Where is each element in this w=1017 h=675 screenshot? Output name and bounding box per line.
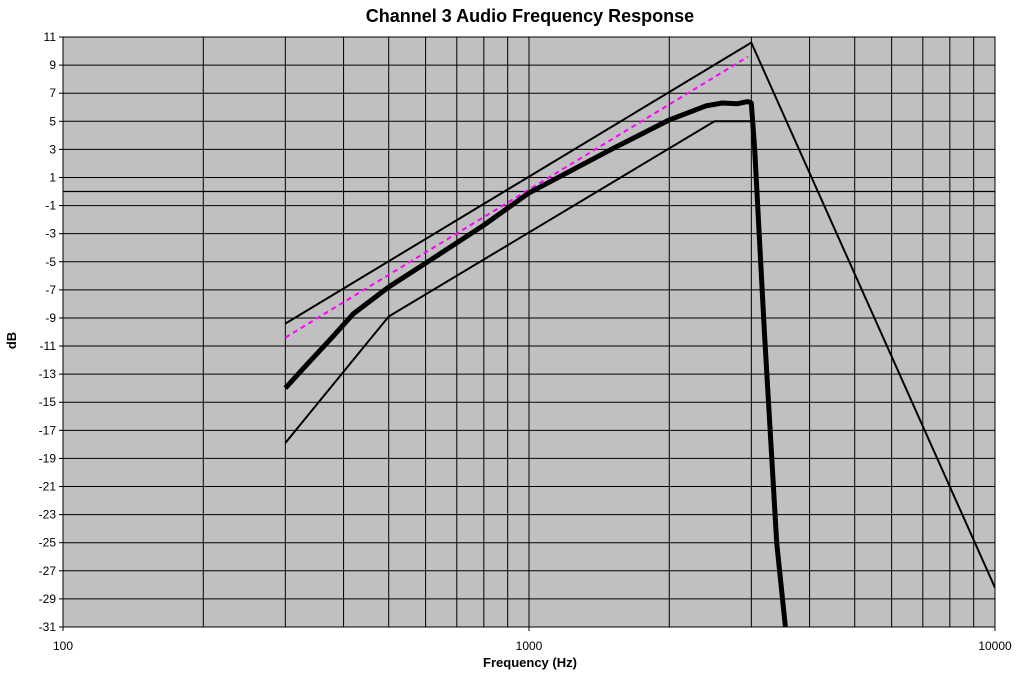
y-tick-label: -7 (45, 283, 56, 297)
y-tick-label: 5 (49, 114, 56, 128)
x-tick-label: 1000 (516, 639, 543, 653)
y-tick-label: -13 (39, 367, 57, 381)
y-tick-label: 9 (49, 58, 56, 72)
chart-title: Channel 3 Audio Frequency Response (365, 6, 695, 26)
x-tick-label: 100 (53, 639, 73, 653)
series-line-2 (284, 120, 752, 444)
y-tick-label: -25 (39, 536, 57, 550)
y-tick-label: 7 (49, 86, 56, 100)
y-tick-label: -5 (45, 255, 56, 269)
y-tick-label: -29 (39, 592, 57, 606)
series-line-4 (283, 99, 788, 627)
series-line-1 (284, 41, 995, 589)
y-tick-label: 3 (49, 142, 56, 156)
y-tick-label: -23 (39, 508, 57, 522)
y-tick-label: -21 (39, 480, 57, 494)
y-tick-label: -17 (39, 423, 57, 437)
series-line-3 (284, 55, 749, 339)
y-tick-label: -15 (39, 395, 57, 409)
y-tick-label: -1 (45, 199, 56, 213)
y-tick-label: 11 (44, 30, 57, 44)
y-tick-label: 1 (49, 170, 56, 184)
y-tick-label: -19 (39, 451, 57, 465)
y-tick-label: -31 (39, 620, 57, 634)
x-axis-label: Frequency (Hz) (483, 655, 577, 670)
y-tick-label: -11 (40, 339, 57, 353)
y-tick-label: -3 (45, 227, 56, 241)
plot-border (62, 36, 996, 628)
x-tick-label: 10000 (978, 639, 1012, 653)
y-tick-label: -27 (39, 564, 57, 578)
y-tick-label: -9 (45, 311, 56, 325)
